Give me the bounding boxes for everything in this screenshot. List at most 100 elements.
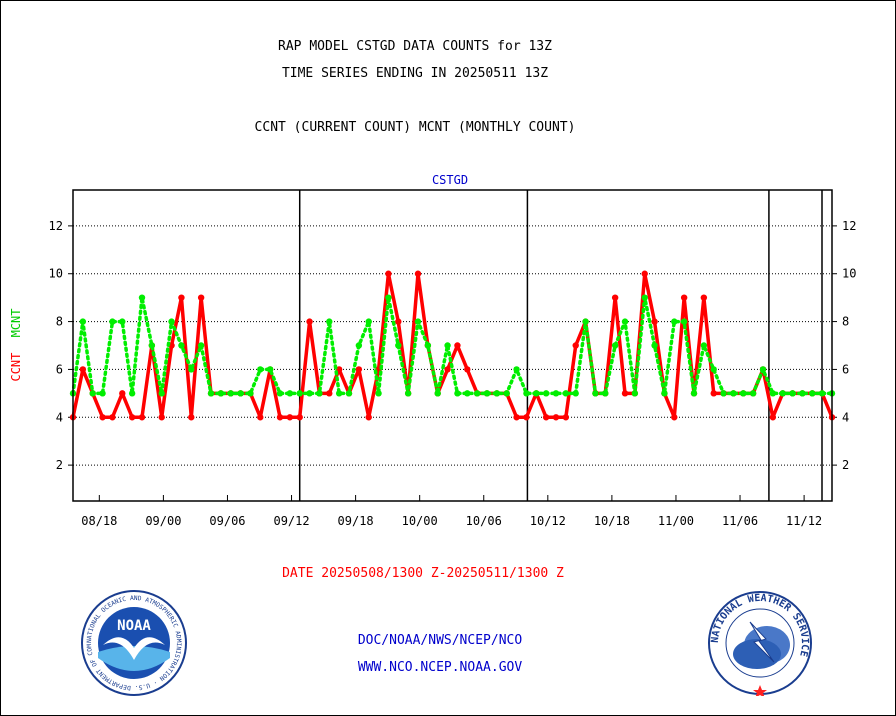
data-point	[552, 414, 560, 421]
y-axis-title: CCNT MCNT	[9, 308, 23, 381]
data-point	[730, 390, 737, 397]
date-range: DATE 20250508/1300 Z-20250511/1300 Z	[282, 566, 564, 581]
y-tick-label-right: 6	[842, 362, 849, 376]
data-point	[582, 318, 589, 325]
data-point	[651, 342, 658, 349]
data-point	[138, 294, 146, 301]
data-point	[700, 294, 708, 301]
data-point	[542, 414, 550, 421]
svg-text:CCNT MCNT: CCNT MCNT	[9, 308, 23, 381]
data-point	[385, 270, 392, 277]
data-point	[365, 318, 372, 325]
data-point	[690, 390, 698, 397]
data-point	[355, 342, 363, 349]
data-point	[119, 318, 126, 325]
data-point	[286, 390, 294, 397]
y-tick-label-left: 10	[49, 267, 63, 281]
data-point	[345, 390, 353, 397]
data-point	[306, 390, 313, 397]
data-point	[404, 390, 412, 397]
y-tick-label-left: 12	[49, 219, 63, 233]
data-point	[414, 270, 422, 277]
data-point	[247, 390, 254, 397]
chart-subtitle: TIME SERIES ENDING IN 20250511 13Z	[281, 66, 549, 81]
axis-ticks: 2 2 4 4 6 6 8 8 10 10 12 12 08/18 09/00 09/06 09/12 09/1…	[49, 219, 857, 528]
nws-logo: NATIONAL WEATHER SERVICE	[708, 591, 812, 696]
data-point	[385, 294, 392, 301]
noaa-logo: NOAA NATIONAL OCEANIC AND ATMOSPHERIC AD…	[79, 588, 187, 696]
data-point	[128, 414, 136, 421]
data-point	[572, 342, 579, 349]
data-point	[523, 414, 530, 421]
data-point	[276, 390, 284, 397]
data-point	[572, 390, 579, 397]
data-point	[306, 318, 313, 325]
plot-area-border	[72, 189, 833, 502]
x-tick-label: 09/00	[145, 514, 181, 528]
x-tick-label: 09/18	[338, 514, 374, 528]
data-point	[168, 318, 175, 325]
data-point	[444, 342, 451, 349]
series-line	[71, 271, 834, 420]
data-point	[207, 390, 215, 397]
data-point	[326, 390, 333, 397]
data-point	[769, 390, 777, 397]
x-tick-label: 09/06	[209, 514, 245, 528]
data-point	[789, 390, 796, 397]
data-point	[296, 390, 303, 397]
data-point	[326, 318, 333, 325]
data-point	[355, 366, 363, 373]
y-tick-label-left: 2	[56, 458, 63, 472]
data-point	[178, 294, 185, 301]
data-point	[454, 390, 461, 397]
data-point	[276, 414, 284, 421]
data-point	[671, 318, 678, 325]
data-point	[454, 342, 461, 349]
data-point	[237, 390, 244, 397]
data-point	[631, 390, 639, 397]
data-point	[611, 294, 619, 301]
y-tick-label-left: 8	[56, 315, 63, 329]
x-tick-label: 10/12	[530, 514, 566, 528]
data-point	[79, 318, 87, 325]
data-point	[464, 390, 471, 397]
y-tick-label-right: 8	[842, 315, 849, 329]
data-point	[365, 414, 372, 421]
data-point	[779, 390, 786, 397]
data-point	[542, 390, 550, 397]
chart-title: RAP MODEL CSTGD DATA COUNTS for 13Z	[278, 39, 552, 54]
data-point	[562, 390, 570, 397]
data-point	[99, 390, 106, 397]
data-point	[671, 414, 678, 421]
data-point	[375, 390, 382, 397]
data-point	[513, 414, 520, 421]
data-point	[473, 390, 481, 397]
data-point	[109, 414, 116, 421]
data-point	[414, 318, 422, 325]
data-point	[818, 390, 826, 397]
data-point	[464, 366, 471, 373]
data-point	[641, 294, 648, 301]
data-point	[552, 390, 560, 397]
data-point	[434, 390, 441, 397]
data-point	[621, 318, 629, 325]
data-point	[483, 390, 491, 397]
data-point	[680, 318, 688, 325]
y-tick-label-right: 10	[842, 267, 856, 281]
data-point	[799, 390, 806, 397]
data-point	[602, 390, 609, 397]
y-tick-label-right: 4	[842, 410, 849, 424]
data-point	[138, 414, 146, 421]
data-point	[316, 390, 323, 397]
y-tick-label-right: 12	[842, 219, 856, 233]
station-label: CSTGD	[432, 173, 468, 187]
data-point	[769, 414, 777, 421]
series-line	[71, 295, 834, 396]
data-point	[119, 390, 126, 397]
data-point	[493, 390, 501, 397]
data-point	[740, 390, 747, 397]
data-point	[503, 390, 510, 397]
data-point	[296, 414, 303, 421]
data-point	[148, 342, 156, 349]
